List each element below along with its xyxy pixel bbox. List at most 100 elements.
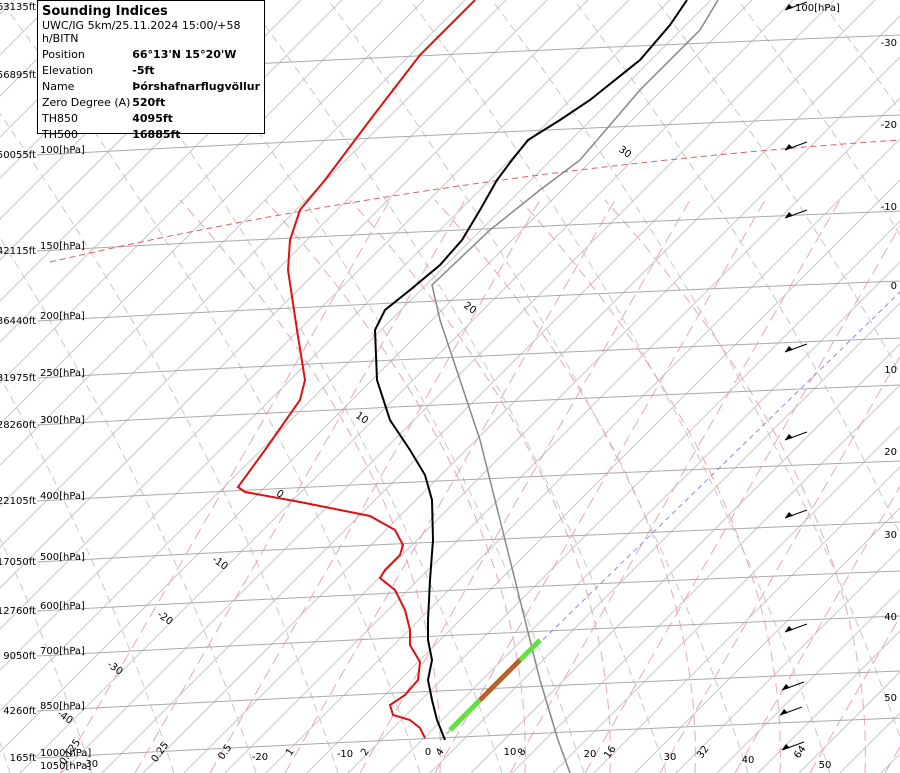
- bottom-temperature-label: -10: [337, 749, 353, 760]
- pressure-label: 200[hPa]: [40, 311, 85, 322]
- height-label: 56895ft: [0, 70, 36, 81]
- bottom-temperature-label: 30: [664, 752, 677, 763]
- isobar: [36, 521, 900, 563]
- isotherm: [306, 179, 900, 773]
- isotherm: [634, 507, 900, 773]
- dry-adiabat: [573, 0, 900, 536]
- height-label: 12760ft: [0, 606, 36, 617]
- right-scale-label: -20: [881, 120, 897, 131]
- isotherm: [265, 138, 900, 773]
- info-value: -5ft: [132, 63, 155, 77]
- height-label: 63135ft: [0, 2, 36, 13]
- isotherm: [0, 0, 138, 138]
- dry-adiabat: [0, 112, 339, 773]
- isotherm: [19, 0, 794, 773]
- isotherm-label: 20: [461, 300, 478, 316]
- isobar: [36, 337, 900, 379]
- info-key: Name: [42, 79, 75, 93]
- pressure-label: 100[hPa]: [40, 145, 85, 156]
- height-label: 17050ft: [0, 557, 36, 568]
- isobar: [36, 615, 900, 657]
- mixing-ratio-line: [359, 199, 691, 773]
- isotherm-label: 0: [274, 488, 286, 501]
- isotherm: [60, 0, 835, 773]
- pressure-label: 600[hPa]: [40, 601, 85, 612]
- isotherm-label: -30: [105, 659, 125, 677]
- wind-level-label: 100[hPa]: [795, 3, 840, 14]
- moist-adiabat: [264, 199, 526, 773]
- isobar: [36, 460, 900, 502]
- moist-adiabat: [349, 199, 611, 773]
- isotherm: [347, 220, 900, 773]
- info-row: Position 66°13'N 15°20'W: [42, 46, 260, 62]
- mixing-ratio-line: [734, 485, 900, 773]
- isobar: [36, 670, 900, 712]
- mixing-ratio-line: [509, 199, 841, 773]
- isotherm: [0, 0, 589, 589]
- info-value: 16885ft: [132, 127, 181, 141]
- height-label: 22105ft: [0, 496, 36, 507]
- mixing-ratio-label: 16: [602, 744, 618, 761]
- info-row: Elevation -5ft: [42, 62, 260, 78]
- isotherm: [675, 548, 900, 773]
- bottom-temperature-label: 0: [425, 747, 431, 758]
- bottom-temperature-label: -30: [82, 759, 98, 770]
- right-scale-label: -30: [881, 38, 897, 49]
- isotherm-label: -10: [210, 554, 230, 572]
- right-scale-label: 40: [884, 612, 897, 623]
- info-table: Position 66°13'N 15°20'W Elevation -5ft Name…: [42, 46, 260, 142]
- isotherm: [593, 466, 900, 773]
- info-row: TH500 16885ft: [42, 126, 260, 142]
- pressure-label: 700[hPa]: [40, 646, 85, 657]
- bottom-pressure-label: 1050[hPa]: [40, 761, 91, 772]
- isotherm-label: 30: [616, 144, 633, 160]
- height-label: 50055ft: [0, 150, 36, 161]
- mixing-ratio-line: [434, 199, 766, 773]
- isotherm: [470, 343, 900, 773]
- isotherm: [511, 384, 900, 773]
- isotherm: [101, 0, 876, 773]
- right-scale-label: 30: [884, 530, 897, 541]
- bottom-temperature-label: -20: [252, 752, 268, 763]
- dry-adiabat: [327, 0, 749, 773]
- mixing-ratio-line: [809, 615, 900, 773]
- isotherm: [0, 0, 466, 466]
- isotherm: [716, 589, 900, 773]
- isobar: [36, 570, 900, 612]
- isotherm: [0, 0, 548, 548]
- moist-adiabat: [179, 199, 441, 773]
- bottom-temperature-label: 20: [584, 749, 597, 760]
- moist-adiabat: [519, 199, 781, 773]
- isotherm: [183, 56, 900, 773]
- info-value: 66°13'N 15°20'W: [132, 47, 237, 61]
- info-row: TH850 4095ft: [42, 110, 260, 126]
- isotherm: [757, 630, 900, 773]
- isotherm: [0, 0, 425, 425]
- isotherm: [429, 302, 900, 773]
- isotherm-label: -20: [155, 609, 175, 627]
- isobar: [36, 210, 900, 252]
- info-key: Position: [42, 47, 85, 61]
- info-title: Sounding Indices: [42, 4, 168, 19]
- cape-segment: [478, 658, 522, 702]
- wind-barb-flag: [782, 684, 790, 690]
- isotherm: [224, 97, 900, 773]
- pressure-label: 500[hPa]: [40, 552, 85, 563]
- isotherm: [0, 0, 630, 630]
- isotherm: [0, 0, 671, 671]
- mixing-ratio-label: 0.25: [150, 740, 172, 765]
- moist-adiabat: [604, 199, 866, 773]
- mixing-ratio-line: [284, 199, 616, 773]
- info-row: Name Þórshafnarflugvöllur: [42, 78, 260, 94]
- height-label: 42115ft: [0, 246, 36, 257]
- mixing-ratio-line: [584, 225, 900, 773]
- info-key: Zero Degree (A): [42, 95, 131, 109]
- temperature-curve: [373, 0, 688, 741]
- height-label: 165ft: [10, 753, 36, 764]
- pressure-label: 1000[hPa]: [40, 748, 91, 759]
- dry-adiabat: [491, 0, 900, 739]
- wind-barb-flag: [785, 434, 793, 440]
- pressure-label: 250[hPa]: [40, 368, 85, 379]
- right-scale-label: 20: [884, 447, 897, 458]
